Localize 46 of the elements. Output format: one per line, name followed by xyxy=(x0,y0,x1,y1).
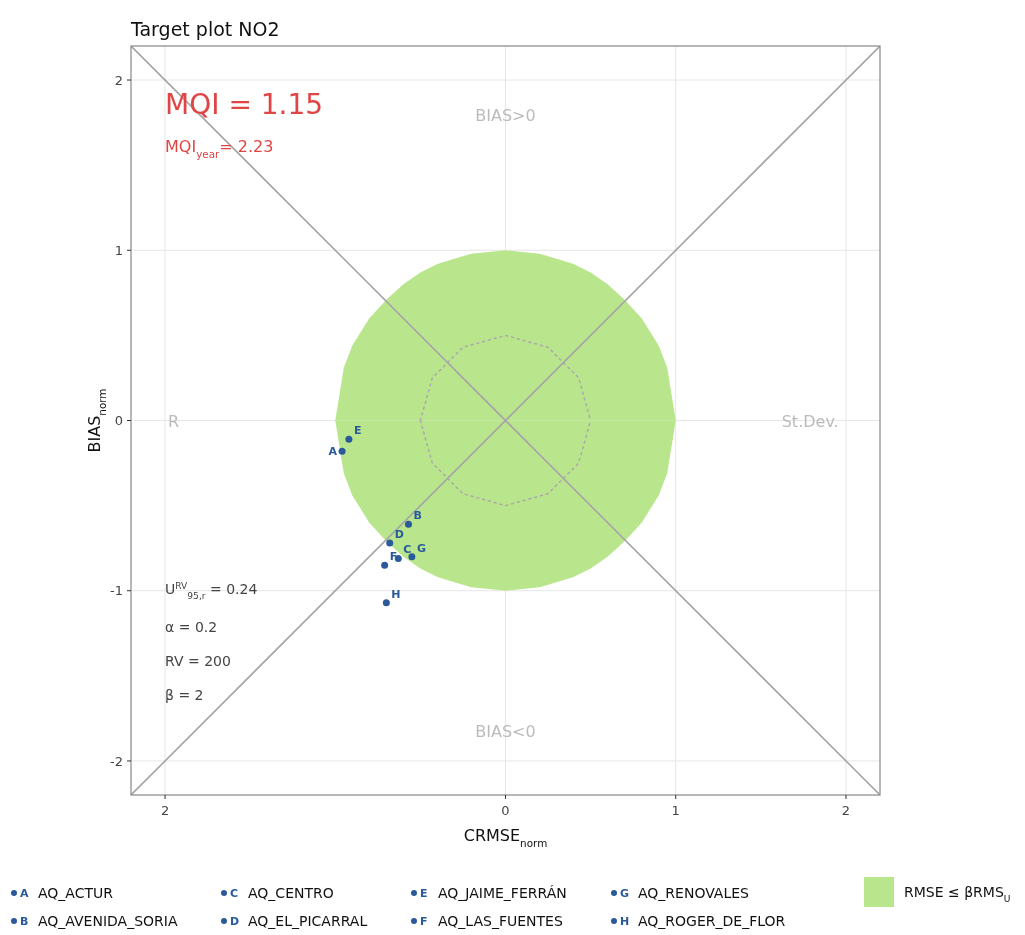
annotation: D xyxy=(394,528,404,542)
y-tick-label: 1 xyxy=(114,242,123,258)
annotation: C xyxy=(403,543,412,557)
x-tick-label: 2 xyxy=(841,803,851,818)
x-tick-label: 1 xyxy=(671,803,680,818)
annotation: St.Dev. xyxy=(781,412,839,432)
annotation: RV = 200 xyxy=(165,652,231,669)
y-tick-label: 2 xyxy=(114,72,123,88)
text: G xyxy=(620,886,630,900)
y-tick-label: 0 xyxy=(114,413,123,429)
annotation: MQI = 1.15 xyxy=(165,88,324,122)
text: B xyxy=(20,914,29,928)
legend-label: AQ_LAS_FUENTES xyxy=(438,912,563,929)
annotation: α = 0.2 xyxy=(165,618,218,635)
x-tick-label: 2 xyxy=(160,803,170,818)
annotation: BIAS>0 xyxy=(475,105,536,125)
annotation: BIAS<0 xyxy=(475,722,536,742)
text: D xyxy=(230,914,240,928)
annotation: R xyxy=(167,412,180,432)
legend-label: AQ_ACTUR xyxy=(38,884,114,901)
legend-label: AQ_ROGER_DE_FLOR xyxy=(638,912,786,929)
x-tick-label: 0 xyxy=(501,803,510,818)
annotation: G xyxy=(416,541,426,555)
chart-title: Target plot NO2 xyxy=(130,18,280,40)
legend-label: AQ_EL_PICARRAL xyxy=(248,912,368,929)
annotation: F xyxy=(389,550,398,564)
text: F xyxy=(420,914,428,928)
x-axis-title: CRMSE$_{norm}$ xyxy=(463,826,548,849)
text: E xyxy=(420,886,428,900)
y-tick-label: -1 xyxy=(110,583,123,599)
legend-label: AQ_CENTRO xyxy=(248,884,334,901)
y-tick-label: -2 xyxy=(110,753,123,769)
legend-label: RMSE ≤ βRMS$_{U}$ xyxy=(904,883,1011,904)
text: A xyxy=(20,886,29,900)
annotation: H xyxy=(391,587,401,601)
legend-label: AQ_JAIME_FERRÁN xyxy=(438,884,567,901)
annotation: A xyxy=(328,445,338,459)
annotation: β = 2 xyxy=(165,686,204,703)
text: C xyxy=(230,886,239,900)
annotation: U$^{RV}$$_{95,r}$ = 0.24 xyxy=(165,581,258,602)
annotation: E xyxy=(353,424,362,438)
legend-label: AQ_AVENIDA_SORIA xyxy=(38,912,178,929)
text: H xyxy=(620,914,630,928)
annotation: B xyxy=(413,509,422,523)
annotation: MQI$_{year}$= 2.23 xyxy=(165,136,274,160)
legend-label: AQ_RENOVALES xyxy=(638,884,750,901)
